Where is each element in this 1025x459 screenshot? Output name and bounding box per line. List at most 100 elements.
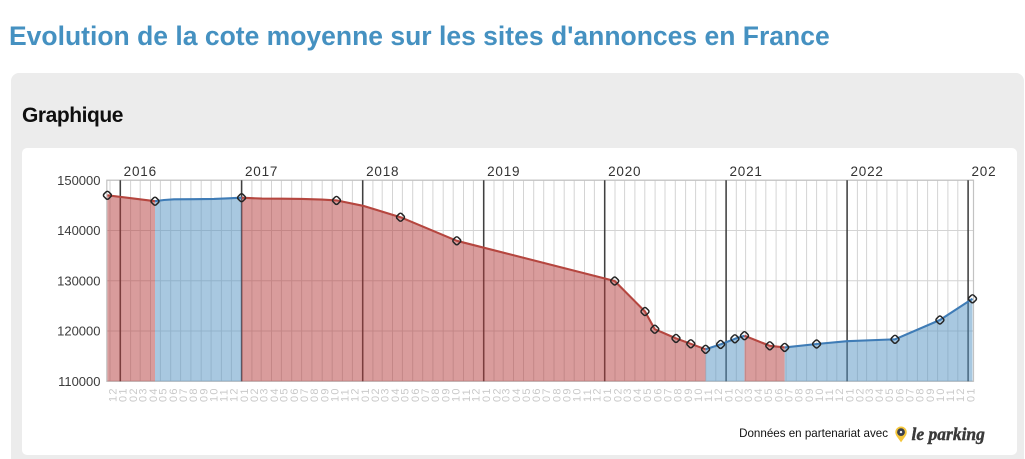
svg-text:04: 04: [269, 387, 281, 402]
svg-text:11: 11: [219, 388, 231, 402]
svg-text:07: 07: [299, 387, 311, 402]
svg-text:12: 12: [955, 387, 967, 402]
svg-text:03: 03: [743, 387, 755, 402]
svg-text:05: 05: [884, 387, 896, 402]
svg-text:02: 02: [734, 387, 746, 402]
svg-text:Données en partenariat avec: Données en partenariat avec: [739, 427, 888, 440]
svg-text:2016: 2016: [124, 164, 157, 179]
svg-text:09: 09: [683, 387, 695, 402]
svg-text:03: 03: [622, 387, 634, 402]
svg-text:10: 10: [572, 387, 584, 402]
svg-text:09: 09: [562, 387, 574, 402]
svg-text:130000: 130000: [57, 273, 100, 288]
svg-text:12: 12: [107, 387, 119, 402]
svg-text:05: 05: [763, 387, 775, 402]
svg-text:07: 07: [904, 387, 916, 402]
svg-text:03: 03: [380, 387, 392, 402]
svg-text:07: 07: [783, 387, 795, 402]
svg-text:10: 10: [451, 387, 463, 402]
svg-text:le parking: le parking: [912, 424, 986, 444]
svg-text:07: 07: [662, 387, 674, 402]
svg-text:2023: 2023: [971, 164, 1004, 179]
svg-text:09: 09: [320, 387, 332, 402]
svg-text:07: 07: [178, 387, 190, 402]
svg-text:08: 08: [673, 387, 685, 402]
svg-text:01: 01: [723, 387, 735, 402]
svg-text:06: 06: [531, 387, 543, 402]
svg-text:10: 10: [693, 387, 705, 402]
svg-text:01: 01: [602, 387, 614, 402]
svg-text:2017: 2017: [245, 164, 278, 179]
svg-text:03: 03: [864, 387, 876, 402]
svg-text:03: 03: [501, 387, 513, 402]
svg-text:04: 04: [511, 387, 523, 402]
svg-text:10: 10: [330, 387, 342, 402]
svg-text:11: 11: [582, 388, 594, 402]
svg-text:01: 01: [481, 387, 493, 402]
svg-text:06: 06: [410, 387, 422, 402]
svg-text:09: 09: [925, 387, 937, 402]
svg-text:2018: 2018: [366, 164, 399, 179]
svg-text:11: 11: [461, 388, 473, 402]
svg-text:07: 07: [541, 387, 553, 402]
svg-text:06: 06: [168, 387, 180, 402]
svg-text:01: 01: [239, 387, 251, 402]
svg-text:01: 01: [360, 387, 372, 402]
svg-text:2021: 2021: [729, 164, 762, 179]
svg-text:01: 01: [965, 387, 977, 402]
svg-text:05: 05: [400, 387, 412, 402]
svg-text:05: 05: [158, 387, 170, 402]
svg-text:08: 08: [915, 387, 927, 402]
svg-text:11: 11: [824, 388, 836, 402]
svg-text:12: 12: [592, 387, 604, 402]
svg-text:02: 02: [249, 387, 261, 402]
svg-text:02: 02: [128, 387, 140, 402]
svg-text:03: 03: [138, 387, 150, 402]
svg-text:02: 02: [855, 387, 867, 402]
svg-text:2022: 2022: [850, 164, 883, 179]
svg-text:140000: 140000: [57, 223, 100, 238]
svg-text:08: 08: [794, 387, 806, 402]
svg-text:08: 08: [188, 387, 200, 402]
svg-text:09: 09: [804, 387, 816, 402]
svg-text:120000: 120000: [57, 324, 100, 339]
svg-text:10: 10: [814, 387, 826, 402]
svg-text:05: 05: [642, 387, 654, 402]
svg-text:12: 12: [229, 387, 241, 402]
svg-text:12: 12: [834, 387, 846, 402]
svg-text:110000: 110000: [58, 374, 100, 389]
svg-text:12: 12: [471, 387, 483, 402]
svg-text:2019: 2019: [487, 164, 520, 179]
svg-text:08: 08: [551, 387, 563, 402]
svg-text:08: 08: [309, 387, 321, 402]
svg-text:01: 01: [844, 387, 856, 402]
svg-text:01: 01: [118, 387, 130, 402]
svg-text:04: 04: [632, 387, 644, 402]
svg-text:12: 12: [350, 387, 362, 402]
svg-text:06: 06: [652, 387, 664, 402]
svg-text:11: 11: [340, 388, 352, 402]
svg-text:150000: 150000: [57, 173, 100, 188]
svg-text:06: 06: [773, 387, 785, 402]
svg-text:04: 04: [390, 387, 402, 402]
svg-text:11: 11: [945, 388, 957, 402]
svg-text:02: 02: [612, 387, 624, 402]
svg-text:10: 10: [935, 387, 947, 402]
svg-text:08: 08: [430, 387, 442, 402]
svg-text:07: 07: [420, 387, 432, 402]
svg-text:12: 12: [713, 387, 725, 402]
svg-text:03: 03: [259, 387, 271, 402]
svg-text:04: 04: [874, 387, 886, 402]
svg-text:11: 11: [703, 388, 715, 402]
svg-text:09: 09: [199, 387, 211, 402]
svg-text:04: 04: [148, 387, 160, 402]
svg-text:2020: 2020: [608, 164, 641, 179]
svg-text:02: 02: [491, 387, 503, 402]
svg-text:06: 06: [289, 387, 301, 402]
svg-text:10: 10: [208, 387, 220, 402]
svg-text:09: 09: [441, 387, 453, 402]
svg-text:04: 04: [753, 387, 765, 402]
svg-text:02: 02: [370, 387, 382, 402]
svg-text:05: 05: [279, 387, 291, 402]
svg-text:06: 06: [894, 387, 906, 402]
